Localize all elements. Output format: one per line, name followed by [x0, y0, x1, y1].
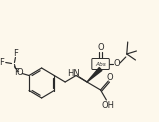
Text: OH: OH: [102, 101, 115, 110]
Text: F: F: [14, 68, 19, 77]
FancyBboxPatch shape: [92, 59, 109, 70]
Text: F: F: [13, 49, 18, 58]
Text: O: O: [114, 60, 120, 68]
Text: O: O: [16, 68, 23, 77]
Text: F: F: [0, 58, 4, 67]
Text: O: O: [107, 72, 114, 81]
Text: HN: HN: [67, 70, 80, 78]
Polygon shape: [87, 68, 102, 82]
Text: Abs: Abs: [95, 61, 106, 66]
Text: O: O: [97, 43, 104, 52]
